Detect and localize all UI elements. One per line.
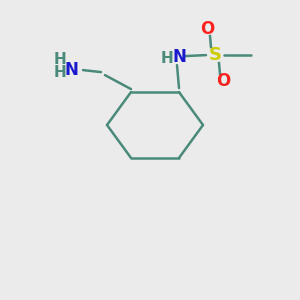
Text: H: H	[160, 51, 173, 66]
Text: H: H	[54, 64, 66, 80]
Text: O: O	[216, 72, 230, 90]
Text: N: N	[172, 48, 186, 66]
Text: S: S	[208, 46, 221, 64]
Text: O: O	[200, 20, 214, 38]
Text: H: H	[54, 52, 66, 67]
Text: N: N	[64, 61, 78, 79]
